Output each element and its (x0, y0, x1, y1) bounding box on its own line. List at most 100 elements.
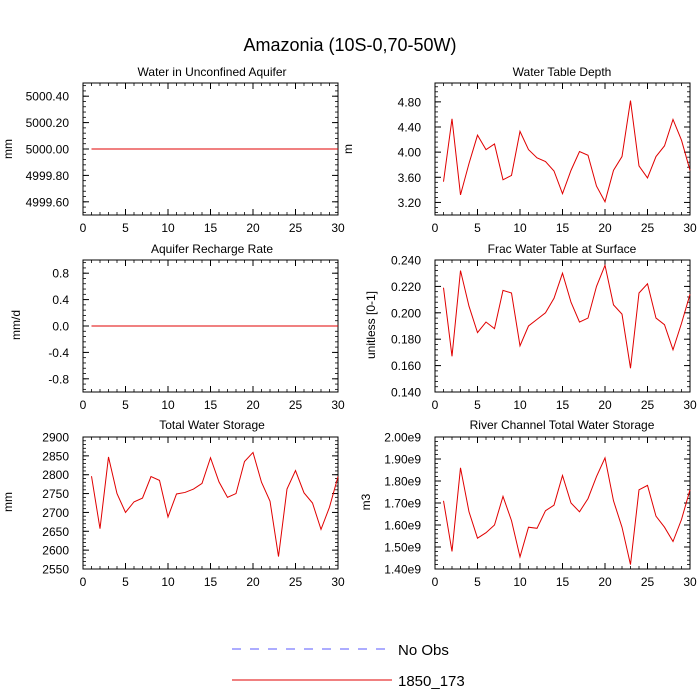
panel-title: River Channel Total Water Storage (470, 418, 655, 432)
y-tick-label: 0.180 (391, 333, 421, 347)
plot-frame (434, 259, 691, 393)
x-tick-label: 5 (474, 398, 481, 412)
panel-river-channel-total-water-storage: River Channel Total Water Storage m3 0 5 1… (359, 418, 697, 589)
x-tick-label: 30 (683, 575, 697, 589)
x-tick-label: 25 (641, 221, 655, 235)
x-tick-label: 25 (641, 575, 655, 589)
x-tick-label: 25 (289, 221, 303, 235)
series-line-1850-173 (91, 451, 339, 557)
panel-aquifer-recharge-rate: Aquifer Recharge Rate mm/d 0 5 10 15 20 25 30 -… (9, 242, 345, 412)
y-axis-label: mm (1, 139, 15, 159)
x-tick-label: 25 (641, 398, 655, 412)
panel-frac-water-table-at-surface: Frac Water Table at Surface unitless [0-… (364, 242, 697, 412)
y-tick-label: 2750 (42, 487, 69, 501)
y-axis-label: mm (1, 492, 15, 512)
panel-title: Frac Water Table at Surface (488, 242, 637, 256)
y-tick-label: 5000.20 (26, 116, 70, 130)
x-tick-label: 20 (598, 398, 612, 412)
x-tick-label: 20 (598, 575, 612, 589)
y-tick-label: 2900 (42, 431, 69, 445)
x-tick-label: 0 (80, 398, 87, 412)
x-tick-label: 20 (246, 575, 260, 589)
x-tick-label: 30 (331, 575, 345, 589)
x-tick-label: 30 (331, 398, 345, 412)
y-tick-label: 5000.40 (26, 90, 70, 104)
plot-frame (434, 436, 691, 570)
x-tick-label: 15 (204, 575, 218, 589)
y-tick-label: 1.50e9 (384, 541, 421, 555)
panel-total-water-storage: Total Water Storage mm 0 5 10 15 20 25 30 2550 2… (1, 418, 345, 589)
series-line-1850-173 (443, 100, 691, 204)
y-tick-label: 0.240 (391, 254, 421, 268)
x-tick-label: 30 (683, 398, 697, 412)
x-tick-label: 0 (432, 575, 439, 589)
y-tick-label: 1.80e9 (384, 475, 421, 489)
panel-title: Water in Unconfined Aquifer (138, 65, 287, 79)
y-tick-label: 2700 (42, 506, 69, 520)
y-tick-label: 0.4 (52, 293, 69, 307)
y-tick-label: 2.00e9 (384, 431, 421, 445)
y-tick-label: 4999.80 (26, 169, 70, 183)
x-tick-label: 15 (556, 398, 570, 412)
x-tick-label: 10 (161, 398, 175, 412)
y-tick-label: 4999.60 (26, 195, 70, 209)
panel-water-table-depth: Water Table Depth m 0 5 10 15 20 25 30 3.20 3.60… (341, 65, 697, 235)
y-tick-label: 2650 (42, 525, 69, 539)
x-tick-label: 0 (80, 575, 87, 589)
y-tick-label: 0.160 (391, 359, 421, 373)
x-tick-label: 20 (246, 221, 260, 235)
x-tick-label: 0 (432, 398, 439, 412)
x-tick-label: 30 (331, 221, 345, 235)
y-tick-label: 4.80 (398, 95, 422, 109)
y-axis-label: unitless [0-1] (364, 291, 378, 359)
y-tick-label: 1.90e9 (384, 453, 421, 467)
x-tick-label: 5 (474, 221, 481, 235)
y-tick-label: 4.40 (398, 121, 422, 135)
y-tick-label: 0.8 (52, 267, 69, 281)
y-tick-label: 0.140 (391, 386, 421, 400)
x-tick-label: 5 (122, 398, 129, 412)
x-tick-label: 20 (598, 221, 612, 235)
y-tick-label: -0.4 (48, 346, 69, 360)
y-tick-label: -0.8 (48, 372, 69, 386)
figure-title: Amazonia (10S-0,70-50W) (243, 35, 456, 55)
y-tick-label: 0.200 (391, 306, 421, 320)
y-tick-label: 0.0 (52, 320, 69, 334)
x-tick-label: 0 (432, 221, 439, 235)
y-tick-label: 1.70e9 (384, 497, 421, 511)
y-tick-label: 1.60e9 (384, 519, 421, 533)
x-tick-label: 0 (80, 221, 87, 235)
y-tick-label: 3.60 (398, 171, 422, 185)
x-tick-label: 15 (556, 575, 570, 589)
x-tick-label: 30 (683, 221, 697, 235)
legend: No Obs 1850_173 (232, 642, 465, 690)
x-tick-label: 15 (204, 398, 218, 412)
x-tick-label: 15 (556, 221, 570, 235)
x-tick-label: 20 (246, 398, 260, 412)
panel-title: Total Water Storage (159, 418, 265, 432)
x-tick-label: 5 (122, 221, 129, 235)
legend-label-no-obs: No Obs (398, 642, 449, 659)
x-tick-label: 10 (161, 575, 175, 589)
y-tick-label: 1.40e9 (384, 563, 421, 577)
y-tick-label: 0.220 (391, 280, 421, 294)
x-tick-label: 10 (513, 398, 527, 412)
y-tick-label: 2850 (42, 449, 69, 463)
y-axis-label: m (341, 144, 355, 154)
y-axis-label: m3 (359, 493, 373, 510)
y-tick-label: 2550 (42, 563, 69, 577)
panel-water-in-unconfined-aquifer: Water in Unconfined Aquifer mm 0 5 10 15 20 2… (1, 65, 345, 235)
x-tick-label: 5 (122, 575, 129, 589)
x-tick-label: 25 (289, 575, 303, 589)
y-tick-label: 2600 (42, 544, 69, 558)
panel-title: Water Table Depth (513, 65, 612, 79)
x-tick-label: 10 (161, 221, 175, 235)
x-tick-label: 10 (513, 575, 527, 589)
series-line-1850-173 (443, 263, 691, 369)
x-tick-label: 25 (289, 398, 303, 412)
x-tick-label: 10 (513, 221, 527, 235)
y-tick-label: 3.20 (398, 196, 422, 210)
y-tick-label: 5000.00 (26, 143, 70, 157)
x-tick-label: 15 (204, 221, 218, 235)
